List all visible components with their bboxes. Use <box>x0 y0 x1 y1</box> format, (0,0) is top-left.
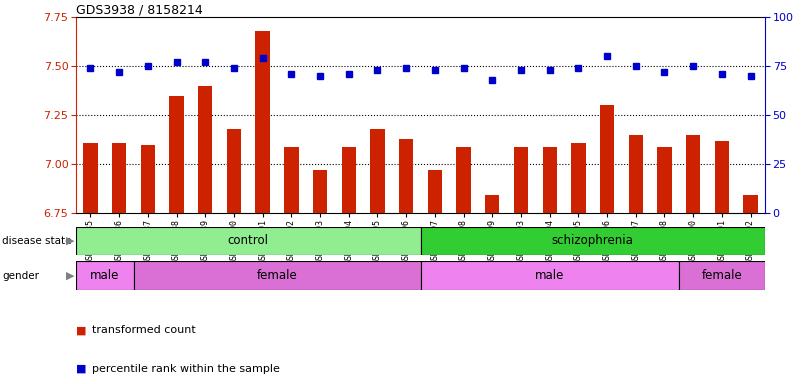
Text: male: male <box>535 269 565 282</box>
Text: male: male <box>90 269 119 282</box>
Bar <box>457 147 471 213</box>
Bar <box>169 96 183 213</box>
Bar <box>284 147 299 213</box>
Text: female: female <box>702 269 743 282</box>
Text: female: female <box>256 269 297 282</box>
Bar <box>678 261 765 290</box>
Bar <box>629 135 643 213</box>
Text: ■: ■ <box>76 325 87 335</box>
Bar <box>421 227 765 255</box>
Bar <box>513 147 528 213</box>
Bar <box>399 139 413 213</box>
Bar <box>198 86 212 213</box>
Bar <box>542 147 557 213</box>
Bar <box>714 141 729 213</box>
Text: control: control <box>227 235 269 247</box>
Bar <box>112 142 127 213</box>
Bar <box>485 195 500 213</box>
Text: ■: ■ <box>76 364 87 374</box>
Bar <box>428 170 442 213</box>
Bar <box>743 195 758 213</box>
Bar <box>370 129 384 213</box>
Text: transformed count: transformed count <box>92 325 196 335</box>
Bar <box>600 106 614 213</box>
Text: schizophrenia: schizophrenia <box>552 235 634 247</box>
Bar <box>76 261 134 290</box>
Bar <box>256 31 270 213</box>
Bar <box>313 170 328 213</box>
Text: GDS3938 / 8158214: GDS3938 / 8158214 <box>76 3 203 16</box>
Bar <box>83 142 98 213</box>
Text: gender: gender <box>2 270 39 281</box>
Bar <box>341 147 356 213</box>
Bar <box>421 261 678 290</box>
Bar <box>134 261 421 290</box>
Bar <box>76 227 421 255</box>
Text: percentile rank within the sample: percentile rank within the sample <box>92 364 280 374</box>
Text: disease state: disease state <box>2 236 72 246</box>
Bar <box>227 129 241 213</box>
Bar <box>571 142 586 213</box>
Text: ▶: ▶ <box>66 270 74 281</box>
Bar <box>141 145 155 213</box>
Bar <box>658 147 672 213</box>
Bar <box>686 135 700 213</box>
Text: ▶: ▶ <box>66 236 74 246</box>
